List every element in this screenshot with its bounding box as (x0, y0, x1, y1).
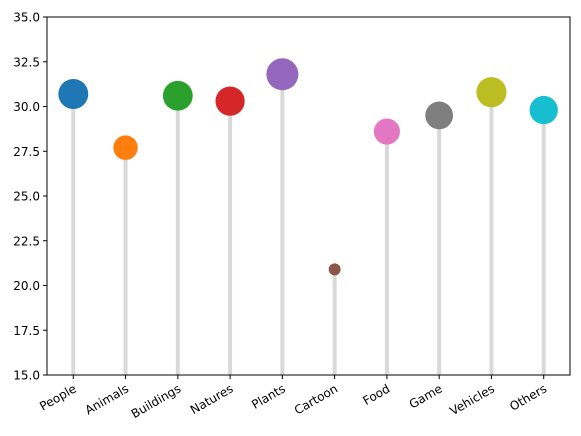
x-tick-label-people: People (37, 381, 79, 413)
marker-plants (266, 58, 299, 91)
y-tick-label: 35.0 (13, 11, 40, 25)
x-tick-label-cartoon: Cartoon (292, 381, 340, 417)
stems-layer (71, 74, 546, 375)
marker-buildings (162, 80, 193, 111)
x-tick-label-natures: Natures (188, 381, 236, 417)
y-tick-label: 15.0 (13, 369, 40, 383)
x-tick-label-food: Food (360, 381, 392, 408)
markers-layer (58, 58, 558, 276)
marker-food (373, 118, 400, 145)
y-tick-label: 22.5 (13, 234, 40, 248)
marker-others (529, 95, 558, 125)
y-tick-label: 30.0 (13, 100, 40, 114)
marker-cartoon (328, 263, 341, 276)
y-tick-label: 25.0 (13, 190, 40, 204)
y-tick-label: 17.5 (13, 324, 40, 338)
marker-people (58, 78, 89, 109)
marker-vehicles (476, 77, 507, 108)
x-tick-label-vehicles: Vehicles (447, 381, 497, 418)
y-tick-label: 27.5 (13, 145, 40, 159)
marker-game (425, 101, 454, 130)
x-tick-label-animals: Animals (83, 381, 131, 417)
y-axis: 15.0 17.5 20.0 22.5 25.0 27.5 30.0 32.5 35.0 (13, 11, 47, 383)
x-tick-label-others: Others (507, 381, 549, 413)
marker-animals (113, 135, 138, 160)
plot-frame (46, 16, 571, 376)
y-tick-label: 20.0 (13, 279, 40, 293)
x-tick-label-plants: Plants (249, 381, 288, 411)
x-tick-label-game: Game (407, 381, 445, 411)
y-tick-label: 32.5 (13, 55, 40, 69)
marker-natures (215, 86, 245, 116)
x-tick-label-buildings: Buildings (129, 381, 184, 421)
